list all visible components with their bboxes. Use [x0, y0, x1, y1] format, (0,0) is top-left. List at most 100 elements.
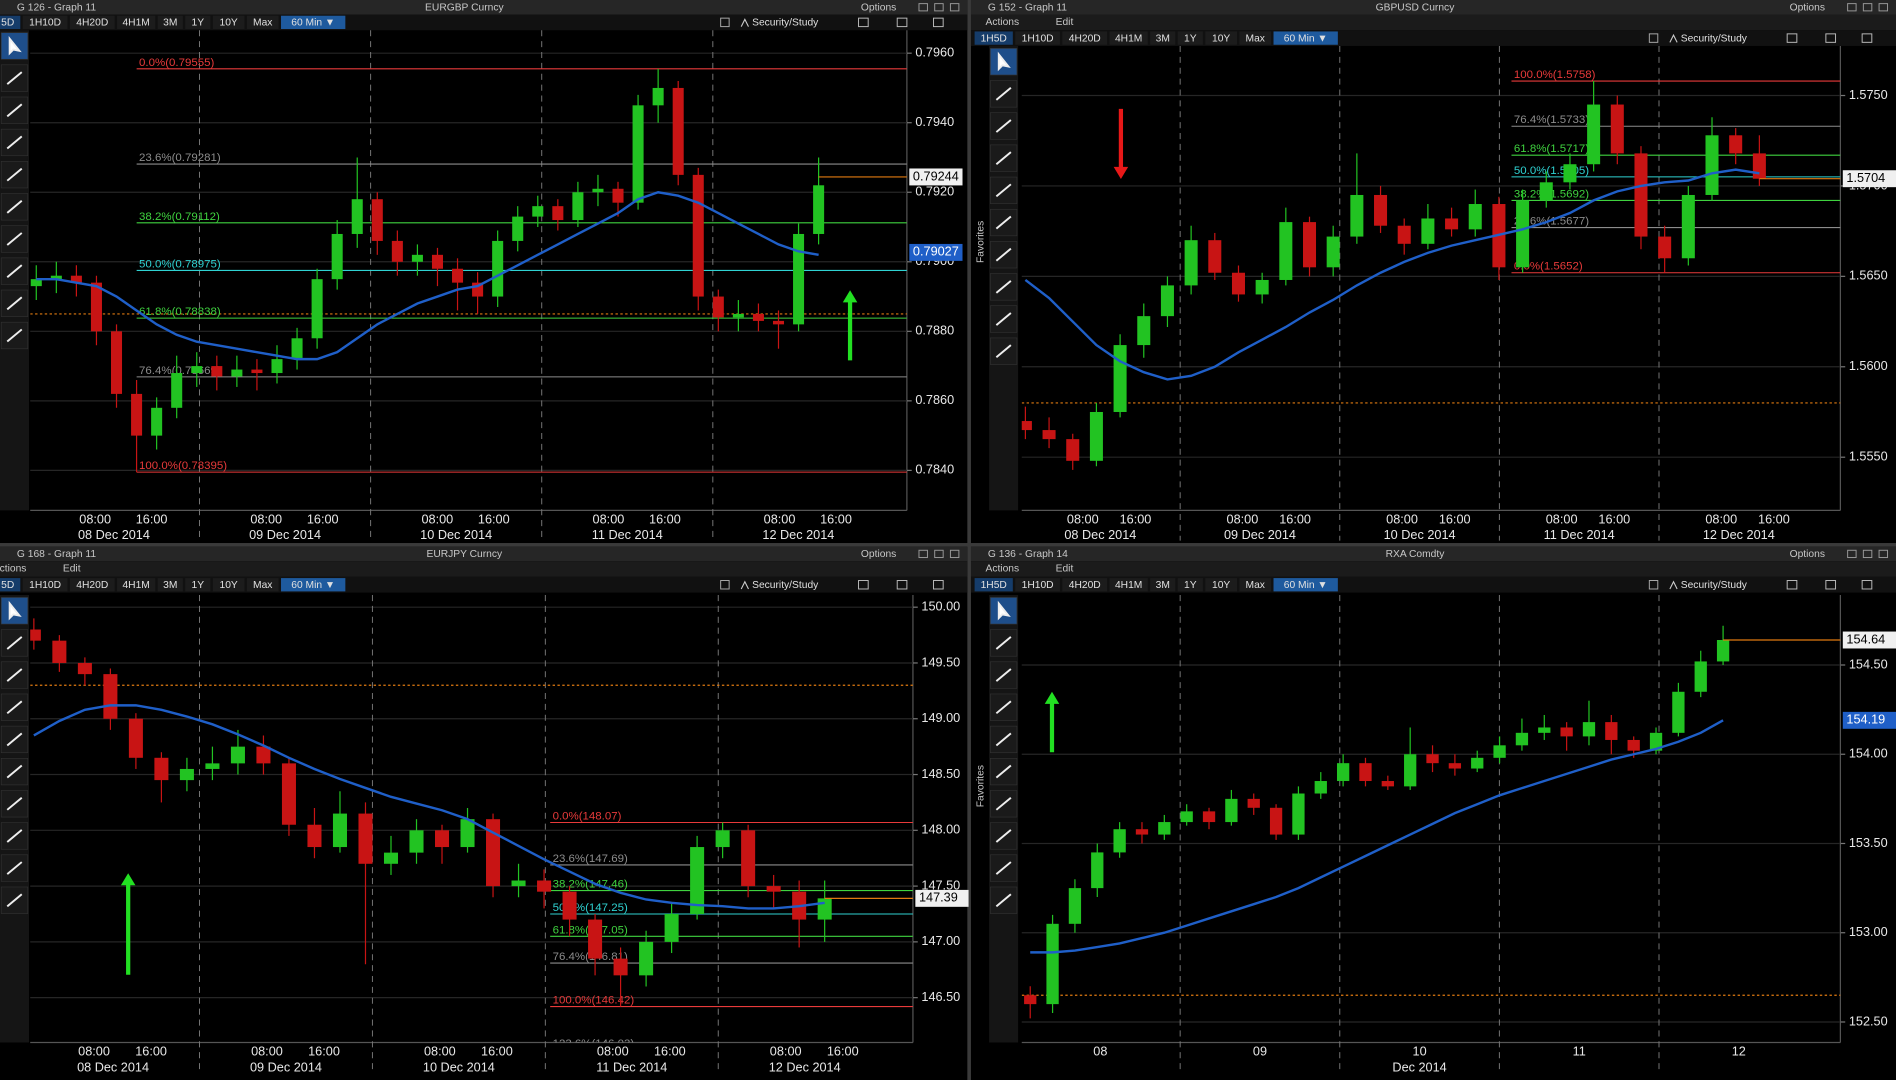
- range-button-label[interactable]: 1H10D: [29, 18, 61, 29]
- range-button-label[interactable]: Max: [1246, 33, 1266, 44]
- window-control[interactable]: [949, 3, 960, 12]
- security-name[interactable]: EURJPY Curncy: [426, 549, 503, 560]
- favorites-tab[interactable]: Favorites: [975, 765, 986, 807]
- range-button[interactable]: [281, 15, 346, 30]
- range-button-label[interactable]: 10Y: [220, 580, 238, 591]
- window-control[interactable]: [934, 3, 944, 12]
- range-button-label[interactable]: 10Y: [1212, 580, 1230, 591]
- range-button-label[interactable]: 1Y: [192, 18, 205, 29]
- range-button-label[interactable]: 4H1M: [1115, 33, 1142, 44]
- range-button[interactable]: [212, 15, 245, 30]
- security-study[interactable]: Security/Study: [752, 580, 819, 591]
- range-button[interactable]: [1177, 578, 1203, 592]
- window-control[interactable]: [1847, 3, 1857, 12]
- window-control[interactable]: [918, 549, 928, 559]
- range-button-label[interactable]: 1H10D: [1022, 33, 1054, 44]
- range-button[interactable]: [1205, 31, 1237, 45]
- security-name[interactable]: RXA Comdty: [1386, 549, 1446, 560]
- menu-item[interactable]: Edit: [63, 564, 81, 575]
- study-icon[interactable]: [1648, 580, 1659, 590]
- range-button[interactable]: [0, 15, 21, 30]
- window-control[interactable]: [1862, 3, 1873, 12]
- range-button[interactable]: [185, 15, 211, 30]
- tool-icon[interactable]: [1825, 580, 1837, 590]
- range-button-label[interactable]: 4H20D: [76, 18, 108, 29]
- range-button[interactable]: [1109, 578, 1148, 592]
- range-button-label[interactable]: 4H20D: [76, 580, 108, 591]
- range-button-label[interactable]: 3M: [163, 18, 177, 29]
- range-button-label[interactable]: Max: [253, 580, 273, 591]
- range-button-label[interactable]: 3M: [1156, 33, 1170, 44]
- security-study[interactable]: Security/Study: [1681, 33, 1748, 44]
- range-button[interactable]: [281, 578, 346, 592]
- range-button-label[interactable]: 60 Min ▼: [291, 580, 335, 591]
- options-menu[interactable]: Options: [1790, 3, 1825, 14]
- window-control[interactable]: [918, 3, 928, 12]
- range-button-label[interactable]: 60 Min ▼: [1284, 33, 1328, 44]
- range-button[interactable]: [1062, 578, 1108, 592]
- range-button-label[interactable]: 4H20D: [1069, 580, 1101, 591]
- range-button[interactable]: [1062, 31, 1108, 45]
- range-button-label[interactable]: Max: [253, 18, 273, 29]
- menu-item[interactable]: Edit: [1056, 564, 1074, 575]
- menu-item[interactable]: Actions: [985, 564, 1019, 575]
- range-button-label[interactable]: 60 Min ▼: [1284, 580, 1328, 591]
- tool-icon[interactable]: [896, 580, 908, 590]
- study-icon[interactable]: [720, 580, 730, 590]
- tool-icon[interactable]: [858, 580, 869, 590]
- range-button[interactable]: [117, 15, 156, 30]
- range-button[interactable]: [22, 578, 68, 592]
- range-button-label[interactable]: 10Y: [220, 18, 238, 29]
- range-button[interactable]: [117, 578, 156, 592]
- security-study[interactable]: Security/Study: [1681, 580, 1748, 591]
- range-button[interactable]: [185, 578, 211, 592]
- range-button-label[interactable]: 4H20D: [1069, 33, 1101, 44]
- range-button[interactable]: [1239, 578, 1272, 592]
- options-menu[interactable]: Options: [861, 3, 896, 14]
- menu-item[interactable]: Edit: [1056, 17, 1074, 28]
- range-button-label[interactable]: 1Y: [192, 580, 205, 591]
- range-button[interactable]: [212, 578, 245, 592]
- range-button-label[interactable]: 4H1M: [122, 580, 149, 591]
- tool-icon[interactable]: [858, 17, 869, 28]
- window-control[interactable]: [1878, 3, 1889, 12]
- range-button[interactable]: [246, 15, 279, 30]
- security-study[interactable]: Security/Study: [752, 18, 819, 29]
- range-button[interactable]: [69, 578, 115, 592]
- window-control[interactable]: [949, 549, 960, 559]
- options-menu[interactable]: Options: [861, 549, 896, 560]
- range-button-label[interactable]: 1Y: [1184, 33, 1197, 44]
- range-button[interactable]: [0, 578, 21, 592]
- study-icon[interactable]: [720, 17, 730, 28]
- range-button-label[interactable]: 60 Min ▼: [291, 18, 335, 29]
- range-button[interactable]: [1109, 31, 1148, 45]
- drawing-tool[interactable]: [990, 790, 1018, 818]
- range-button-label[interactable]: 1H5D: [981, 580, 1007, 591]
- range-button-label[interactable]: 5D: [1, 580, 14, 591]
- range-button-label[interactable]: 1H10D: [1022, 580, 1054, 591]
- range-button[interactable]: [1015, 31, 1060, 45]
- tool-icon[interactable]: [1861, 580, 1873, 590]
- range-button-label[interactable]: Max: [1246, 580, 1266, 591]
- drawing-tool[interactable]: [990, 176, 1018, 204]
- drawing-tool[interactable]: [0, 886, 29, 914]
- range-button[interactable]: [22, 15, 68, 30]
- menu-item[interactable]: Actions: [0, 564, 26, 575]
- window-control[interactable]: [1878, 549, 1889, 559]
- tool-icon[interactable]: [933, 580, 944, 590]
- tool-icon[interactable]: [896, 17, 908, 28]
- tool-icon[interactable]: [933, 17, 944, 28]
- window-control[interactable]: [934, 549, 944, 559]
- tool-icon[interactable]: [1786, 580, 1798, 590]
- range-button-label[interactable]: 1H10D: [29, 580, 61, 591]
- range-button-label[interactable]: 5D: [1, 18, 14, 29]
- range-button-label[interactable]: 3M: [1156, 580, 1170, 591]
- range-button[interactable]: [1273, 31, 1338, 45]
- tool-icon[interactable]: [1786, 33, 1798, 43]
- range-button-label[interactable]: 4H1M: [1115, 580, 1142, 591]
- range-button[interactable]: [1150, 31, 1176, 45]
- range-button[interactable]: [1150, 578, 1176, 592]
- security-name[interactable]: EURGBP Curncy: [425, 3, 504, 14]
- window-control[interactable]: [1862, 549, 1873, 559]
- range-button[interactable]: [974, 31, 1013, 45]
